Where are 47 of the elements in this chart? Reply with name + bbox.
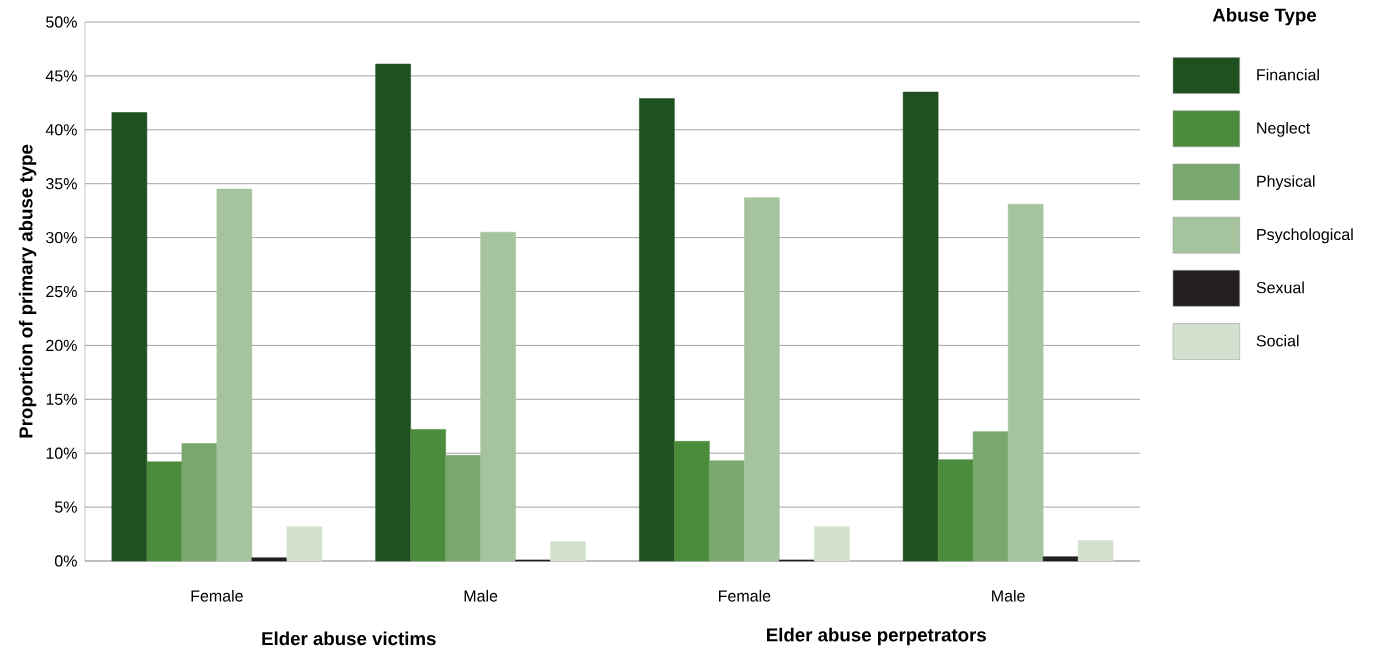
y-tick-label: 30% <box>46 231 77 244</box>
y-tick-label: 10% <box>46 447 77 459</box>
bar <box>709 460 745 562</box>
legend-label: Psychological <box>1257 228 1353 244</box>
bar <box>410 429 446 562</box>
y-tick-label: 0% <box>54 555 77 567</box>
bar <box>251 557 288 562</box>
y-tick-label: 50% <box>46 16 77 28</box>
bar <box>216 188 253 562</box>
legend-title: Abuse Type <box>1212 7 1317 26</box>
bar <box>480 231 516 562</box>
bar <box>1007 203 1044 562</box>
y-tick-label: 45% <box>45 70 77 82</box>
legend-label: Social <box>1256 334 1299 347</box>
x-tick-label: Male <box>992 589 1025 602</box>
bar <box>181 443 218 562</box>
bar <box>1077 540 1114 562</box>
x-tick-label: Female <box>191 589 243 602</box>
bar <box>111 112 148 562</box>
bar <box>902 91 939 562</box>
bar <box>744 197 780 562</box>
y-tick-label: 5% <box>54 501 77 513</box>
bar <box>445 455 481 562</box>
y-tick-label: 25% <box>46 285 77 298</box>
text: Elder abuse perpetrators <box>767 627 986 646</box>
bar <box>639 98 675 562</box>
legend-label: Financial <box>1257 68 1319 81</box>
legend-label: Neglect <box>1257 121 1311 137</box>
bar <box>814 526 850 562</box>
bar <box>1042 556 1079 562</box>
bar <box>146 461 183 562</box>
bar <box>550 541 586 562</box>
legend-label: Sexual <box>1256 281 1304 294</box>
legend-label: Physical <box>1257 175 1315 191</box>
x-tick-label: Female <box>719 589 771 602</box>
bar <box>937 459 974 562</box>
bar <box>286 526 323 562</box>
y-tick-label: 40% <box>45 124 77 136</box>
y-tick-label: 35% <box>46 178 77 190</box>
bar <box>375 63 411 562</box>
bar <box>972 431 1009 562</box>
y-axis-title: Proportion of primary abuse type <box>18 144 37 438</box>
y-tick-label: 20% <box>46 339 77 352</box>
x-tick-label: Male <box>464 589 498 602</box>
text: Elder abuse victims <box>262 631 436 646</box>
y-tick-label: 15% <box>46 393 77 405</box>
bar <box>674 441 710 562</box>
